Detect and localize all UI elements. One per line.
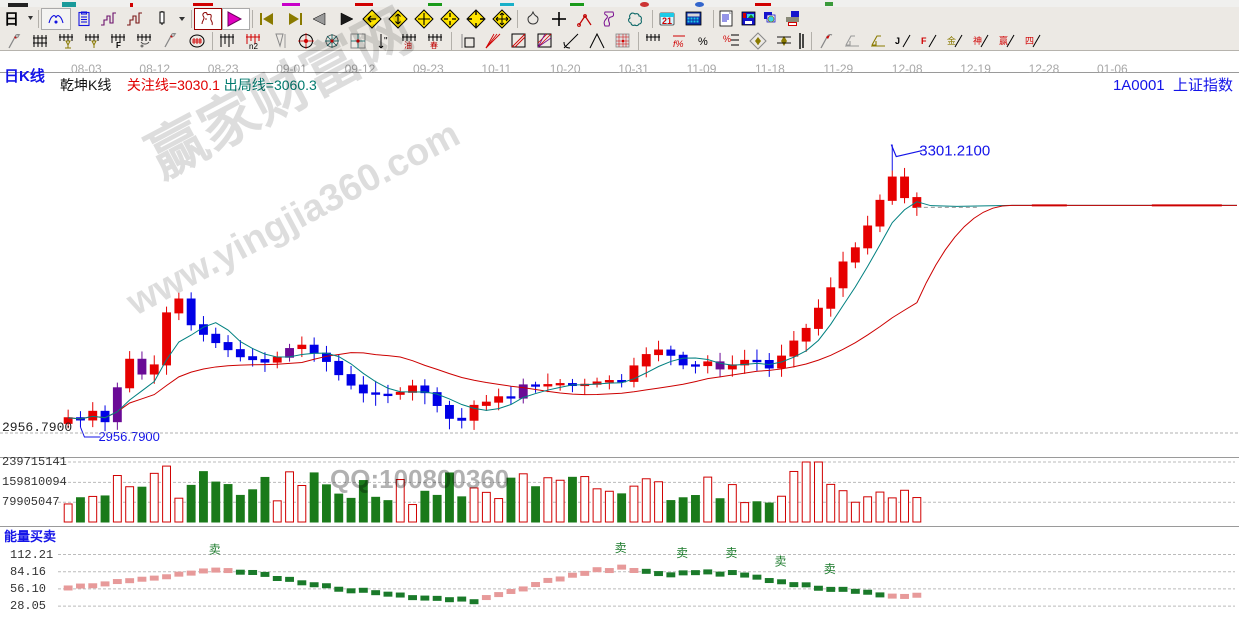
svg-text:21: 21 bbox=[662, 16, 672, 26]
svg-text:四: 四 bbox=[1025, 36, 1034, 46]
svg-text:F: F bbox=[116, 41, 121, 50]
svg-text:卖: 卖 bbox=[676, 546, 688, 560]
svg-text:2956.7900: 2956.7900 bbox=[98, 429, 159, 444]
svg-text:3301.2100: 3301.2100 bbox=[919, 143, 990, 160]
svg-text:金: 金 bbox=[947, 35, 956, 46]
svg-text:赢: 赢 bbox=[999, 35, 1008, 46]
svg-text:n2: n2 bbox=[249, 42, 258, 50]
svg-text:f%: f% bbox=[673, 39, 684, 49]
svg-text:日: 日 bbox=[4, 11, 19, 28]
svg-text:J: J bbox=[895, 36, 900, 46]
svg-text:油: 油 bbox=[404, 40, 412, 50]
svg-text:卖: 卖 bbox=[725, 546, 737, 560]
svg-text:卖: 卖 bbox=[775, 555, 787, 569]
svg-text:卖: 卖 bbox=[615, 541, 627, 555]
svg-text:": " bbox=[384, 36, 388, 47]
svg-text:%: % bbox=[698, 36, 708, 48]
svg-text:%: % bbox=[723, 34, 731, 44]
svg-text:卖: 卖 bbox=[209, 542, 221, 556]
svg-text:卖: 卖 bbox=[824, 562, 836, 576]
svg-text:F: F bbox=[921, 36, 927, 46]
svg-text:神: 神 bbox=[973, 35, 982, 46]
svg-text:春: 春 bbox=[430, 40, 438, 50]
